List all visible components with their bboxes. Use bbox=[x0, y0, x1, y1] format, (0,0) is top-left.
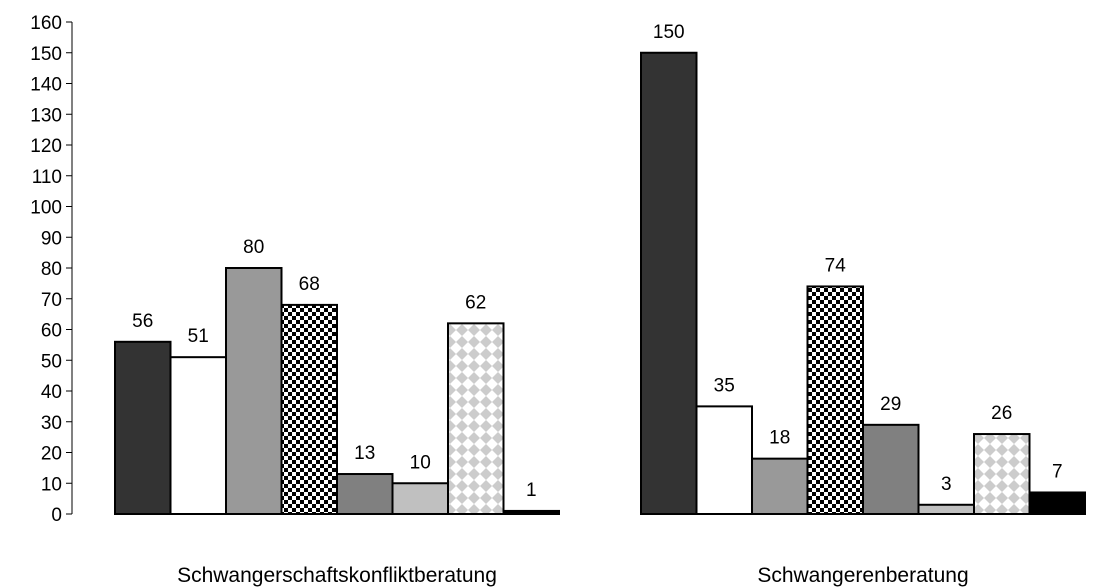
y-tick-label: 30 bbox=[41, 413, 62, 434]
data-label: 18 bbox=[769, 428, 790, 449]
y-tick-label: 50 bbox=[41, 351, 62, 372]
bar-group2-series3 bbox=[751, 457, 809, 515]
bar-group1-series3 bbox=[225, 267, 283, 515]
data-label: 1 bbox=[526, 480, 537, 501]
data-label: 62 bbox=[465, 292, 486, 313]
y-tick-label: 130 bbox=[30, 105, 62, 126]
bar-group1-series1 bbox=[114, 340, 172, 515]
y-axis: 0 10 20 30 40 50 60 70 80 90 100 110 120 130 140 150 160 bbox=[30, 13, 73, 526]
data-label: 56 bbox=[132, 311, 153, 332]
data-label: 10 bbox=[410, 452, 431, 473]
bar-group2-series6 bbox=[917, 503, 975, 515]
data-label: 74 bbox=[825, 255, 847, 276]
y-tick-label: 150 bbox=[30, 44, 62, 65]
data-label: 7 bbox=[1052, 461, 1063, 482]
bar-group2-series2 bbox=[695, 405, 753, 515]
group-labels: Schwangerschaftskonfliktberatung Schwange… bbox=[177, 564, 969, 587]
y-tick-label: 140 bbox=[30, 75, 62, 96]
bar-group1-series4 bbox=[280, 303, 338, 515]
y-tick-label: 10 bbox=[41, 474, 62, 495]
bar-group2-series1 bbox=[640, 51, 698, 515]
data-label: 68 bbox=[299, 274, 320, 295]
category-label: Schwangerenberatung bbox=[757, 564, 968, 587]
data-label: 51 bbox=[188, 326, 209, 347]
data-label: 80 bbox=[243, 237, 264, 258]
bar-group1-series6 bbox=[391, 482, 449, 515]
y-tick-label: 0 bbox=[51, 505, 62, 526]
data-label: 26 bbox=[991, 403, 1012, 424]
bar-group1-series7 bbox=[447, 322, 505, 515]
bar-group2-series8 bbox=[1028, 491, 1086, 516]
y-tick-label: 80 bbox=[41, 259, 62, 280]
y-tick-label: 20 bbox=[41, 444, 62, 465]
data-label: 13 bbox=[354, 443, 375, 464]
y-tick-label: 100 bbox=[30, 198, 62, 219]
y-tick-label: 90 bbox=[41, 228, 62, 249]
data-label: 29 bbox=[880, 394, 901, 415]
value-labels: 56 51 80 68 13 10 62 1 150 35 18 74 29 3 26 7 bbox=[132, 22, 1062, 501]
y-tick-label: 120 bbox=[30, 136, 62, 157]
bar-group1-series2 bbox=[169, 356, 227, 515]
y-tick-label: 40 bbox=[41, 382, 62, 403]
data-label: 150 bbox=[653, 22, 685, 43]
bar-group2-series4 bbox=[806, 285, 864, 516]
y-tick-label: 110 bbox=[32, 167, 62, 188]
data-label: 3 bbox=[941, 474, 952, 495]
bar-group2-series5 bbox=[862, 423, 920, 516]
category-label: Schwangerschaftskonfliktberatung bbox=[177, 564, 497, 587]
bars bbox=[114, 51, 1086, 516]
bar-group2-series7 bbox=[973, 433, 1031, 515]
y-tick-label: 160 bbox=[30, 13, 62, 34]
y-tick-label: 60 bbox=[41, 321, 62, 342]
y-tick-label: 70 bbox=[41, 290, 62, 311]
bar-group1-series5 bbox=[336, 473, 394, 515]
data-label: 35 bbox=[714, 375, 735, 396]
